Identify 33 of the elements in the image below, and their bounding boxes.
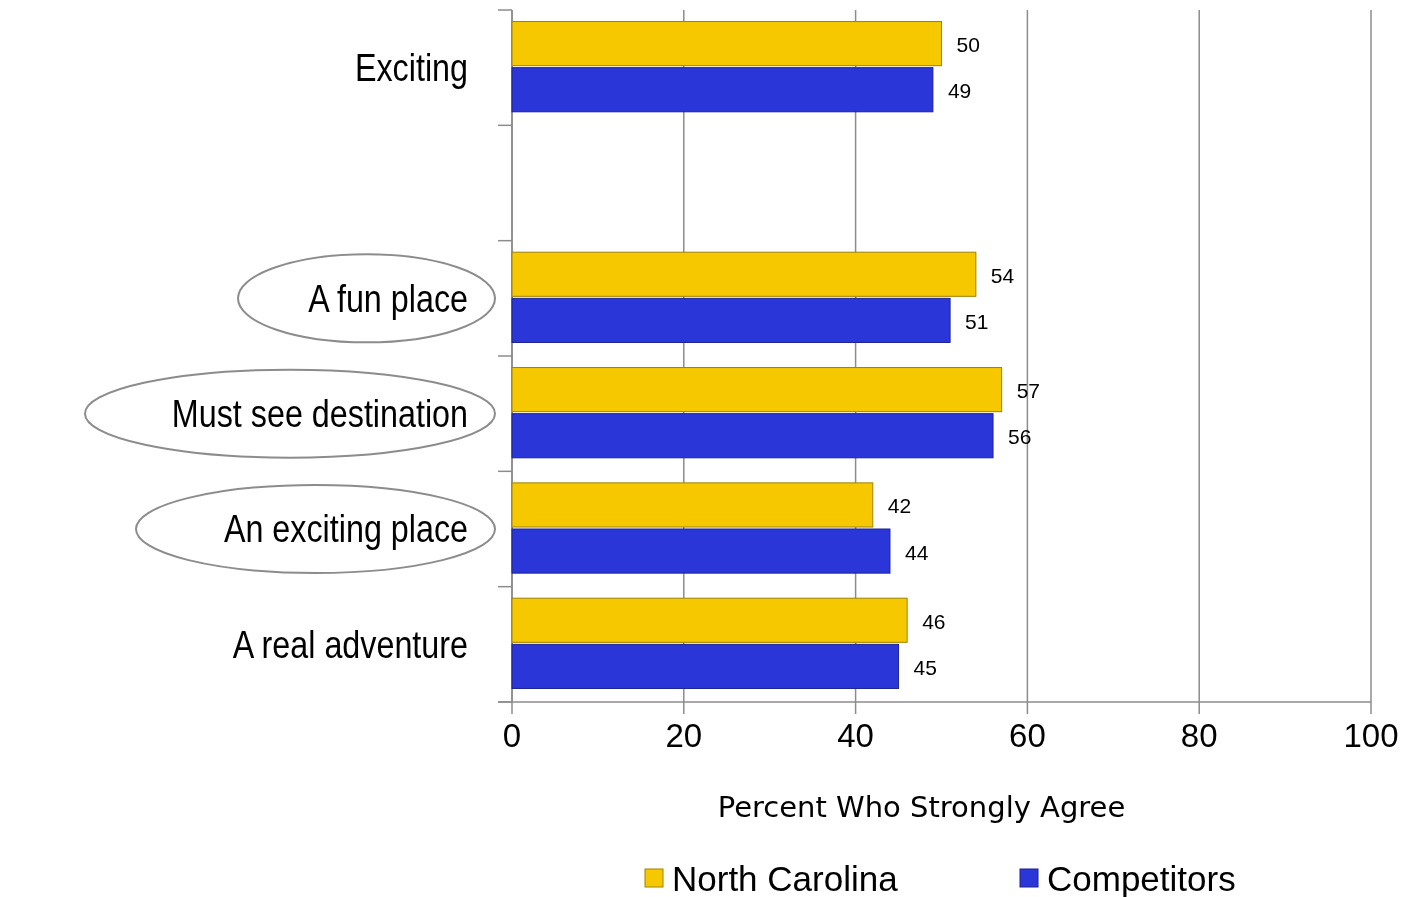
bar: [511, 67, 934, 113]
bar: [511, 21, 942, 67]
bar: [511, 297, 951, 343]
data-label: 45: [913, 655, 937, 679]
bar: [511, 251, 977, 297]
data-label: 56: [1008, 425, 1032, 449]
data-label: 51: [965, 309, 989, 333]
x-tick-label: 100: [1343, 717, 1399, 754]
bar: [511, 528, 891, 574]
x-tick-label: 20: [665, 717, 703, 754]
x-tick-label: 80: [1180, 717, 1218, 754]
bar: [511, 643, 900, 689]
x-tick-label: 0: [502, 717, 522, 754]
legend-label: North Carolina: [672, 858, 899, 897]
data-label: 57: [1016, 379, 1040, 403]
y-tick-label: A fun place: [308, 277, 468, 320]
x-tick-label: 60: [1009, 717, 1046, 754]
data-label: 42: [887, 494, 912, 518]
y-tick-label: An exciting place: [223, 507, 468, 551]
bar: [511, 482, 874, 528]
data-label: 50: [956, 33, 980, 57]
data-label: 44: [904, 540, 929, 564]
data-label: 49: [947, 79, 972, 103]
x-axis-title: Percent Who Strongly Agree: [717, 790, 1126, 824]
y-tick-label: Must see destination: [171, 392, 468, 435]
bar: [511, 597, 908, 643]
x-tick-label: 40: [837, 717, 874, 754]
y-tick-label: Exciting: [354, 46, 468, 89]
y-tick-label: A real adventure: [232, 623, 468, 666]
data-label: 46: [922, 609, 946, 633]
bar: [511, 413, 994, 459]
bar: [511, 367, 1003, 413]
data-label: 54: [990, 263, 1015, 287]
